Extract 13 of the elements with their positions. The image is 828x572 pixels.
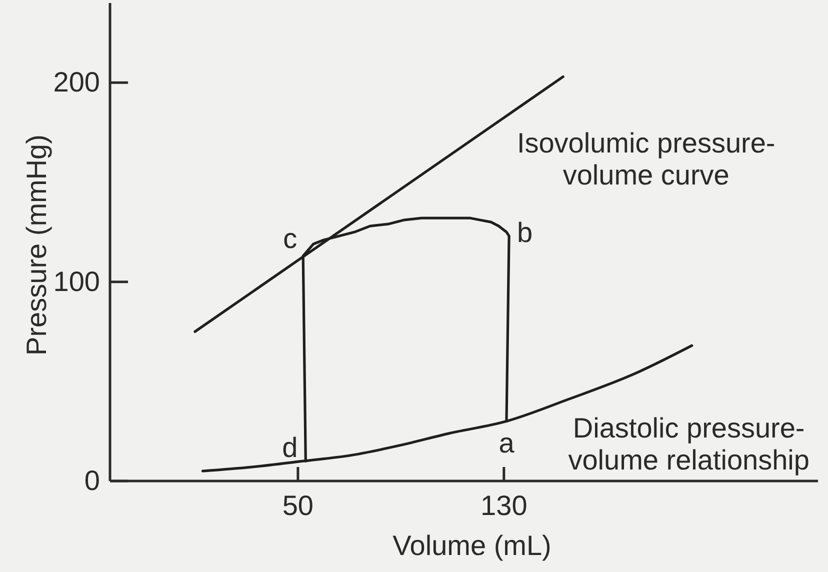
y-tick-label: 200 [53, 66, 100, 98]
x-tick-label: 50 [282, 490, 314, 521]
y-tick-label: 0 [84, 464, 100, 496]
annotation: d [282, 432, 298, 464]
x-tick-label: 130 [480, 490, 528, 521]
series-label: Isovolumic pressure-volume curve [516, 128, 776, 191]
annotation: b [517, 217, 533, 248]
series-label: Diastolic pressure-volume relationship [568, 412, 810, 476]
annotation: a [498, 427, 515, 458]
x-axis-title: Volume (mL) [392, 530, 552, 561]
y-axis-title: Pressure (mmHg) [21, 134, 52, 356]
y-tick-label: 100 [53, 266, 100, 297]
annotation: c [283, 222, 298, 254]
